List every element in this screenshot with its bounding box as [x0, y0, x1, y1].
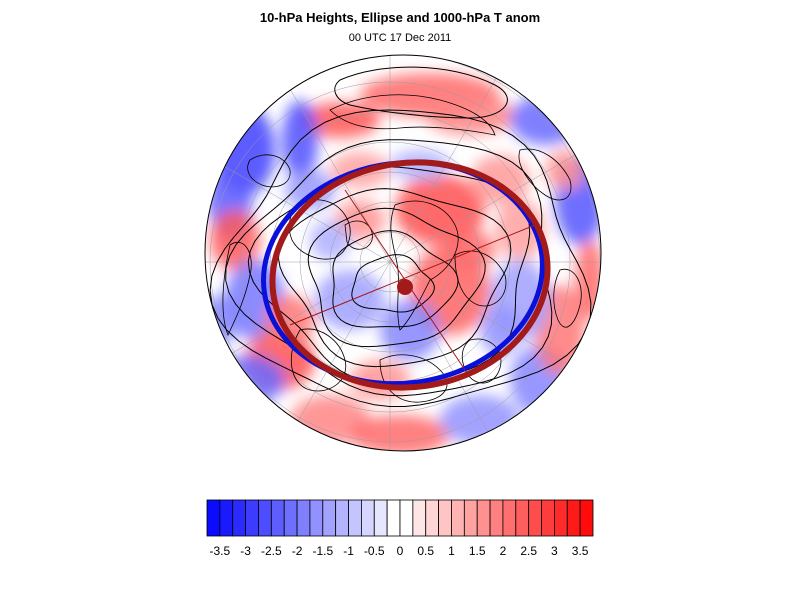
chart-subtitle: 00 UTC 17 Dec 2011 — [348, 32, 452, 44]
height-contour — [225, 139, 553, 397]
colorbar-box — [502, 499, 517, 537]
meridian-line — [205, 131, 391, 263]
colorbar-box — [554, 499, 568, 537]
vortex-ellipse-red — [269, 159, 551, 391]
ellipse-center-marker — [397, 279, 413, 295]
colorbar-tick-label: 2 — [499, 544, 507, 558]
colorbar-box — [206, 499, 221, 537]
map-border — [204, 54, 602, 452]
colorbar-tick-label: -0.5 — [363, 544, 385, 558]
coastline — [454, 250, 507, 307]
colorbar-tick-label: -3.5 — [209, 544, 231, 558]
colorbar-box — [348, 499, 362, 537]
colorbar-tick-label: 3.5 — [571, 544, 589, 558]
colorbar-tick-label: 1 — [448, 544, 455, 558]
colorbar-tick-label: -1 — [343, 544, 354, 558]
colorbar-tick-label: 1.5 — [468, 544, 486, 558]
height-contours — [209, 66, 592, 407]
colorbar-box — [463, 499, 478, 537]
colorbar-box — [579, 499, 594, 537]
colorbar-box — [296, 499, 311, 537]
colorbar-box — [412, 499, 427, 537]
anomaly-patch — [470, 155, 530, 205]
colorbar-box — [515, 499, 530, 537]
colorbar-box — [399, 499, 414, 537]
coastline — [291, 328, 347, 392]
anomaly-patch — [310, 220, 350, 260]
polar-map — [204, 54, 602, 452]
colorbar-box — [232, 499, 247, 537]
height-contour — [209, 109, 592, 407]
colorbar-box — [425, 499, 440, 537]
colorbar-tick-label: -3 — [240, 544, 251, 558]
height-contour — [307, 207, 486, 348]
coastline — [329, 94, 496, 136]
colorbar-box — [438, 499, 452, 537]
colorbar-box — [219, 499, 234, 537]
height-contour — [277, 188, 512, 368]
colorbar-tick-label: 3 — [551, 544, 558, 558]
coastline — [344, 220, 373, 250]
coastline — [553, 268, 582, 328]
colorbar-tick-label: -2 — [291, 544, 303, 558]
colorbar-tick-label: -2.5 — [260, 544, 282, 558]
coastline — [390, 200, 459, 331]
anomaly-patch — [210, 210, 260, 270]
colorbar-box — [270, 499, 285, 537]
coastline — [222, 242, 252, 337]
coastline — [518, 148, 572, 201]
colorbar-box — [528, 499, 542, 537]
anomaly-patch — [300, 102, 380, 138]
colorbar-box — [541, 499, 555, 537]
colorbar-box — [245, 499, 259, 537]
colorbar-box — [373, 499, 388, 537]
coastline — [247, 154, 291, 188]
colorbar-box — [386, 499, 401, 537]
colorbar-tick-label: 2.5 — [520, 544, 537, 558]
colorbar-box — [335, 499, 349, 537]
colorbar-box — [489, 499, 504, 537]
colorbar-box — [476, 499, 491, 537]
height-contour — [332, 230, 459, 328]
colorbar-box — [322, 499, 337, 537]
chart-title: 10-hPa Heights, Ellipse and 1000-hPa T a… — [259, 10, 541, 25]
anomaly-patch — [350, 415, 450, 451]
height-contour — [334, 66, 508, 119]
colorbar-tick-label: -1.5 — [312, 544, 334, 558]
colorbar-tick-label: 0 — [396, 544, 404, 558]
coastline — [379, 354, 448, 403]
colorbar-box — [283, 499, 298, 537]
colorbar-box — [451, 499, 465, 537]
anomaly-patch — [395, 175, 485, 245]
anomaly-patch — [445, 230, 495, 270]
vortex-ellipse — [261, 159, 551, 391]
ellipse-minor-axis — [289, 224, 536, 326]
colorbar-box — [309, 499, 324, 537]
colorbar-box — [360, 499, 375, 537]
height-contour — [351, 254, 435, 313]
colorbar-box — [566, 499, 581, 537]
coastline — [461, 338, 502, 384]
colorbar-box — [258, 499, 272, 537]
colorbar-tick-label: 0.5 — [417, 544, 435, 558]
